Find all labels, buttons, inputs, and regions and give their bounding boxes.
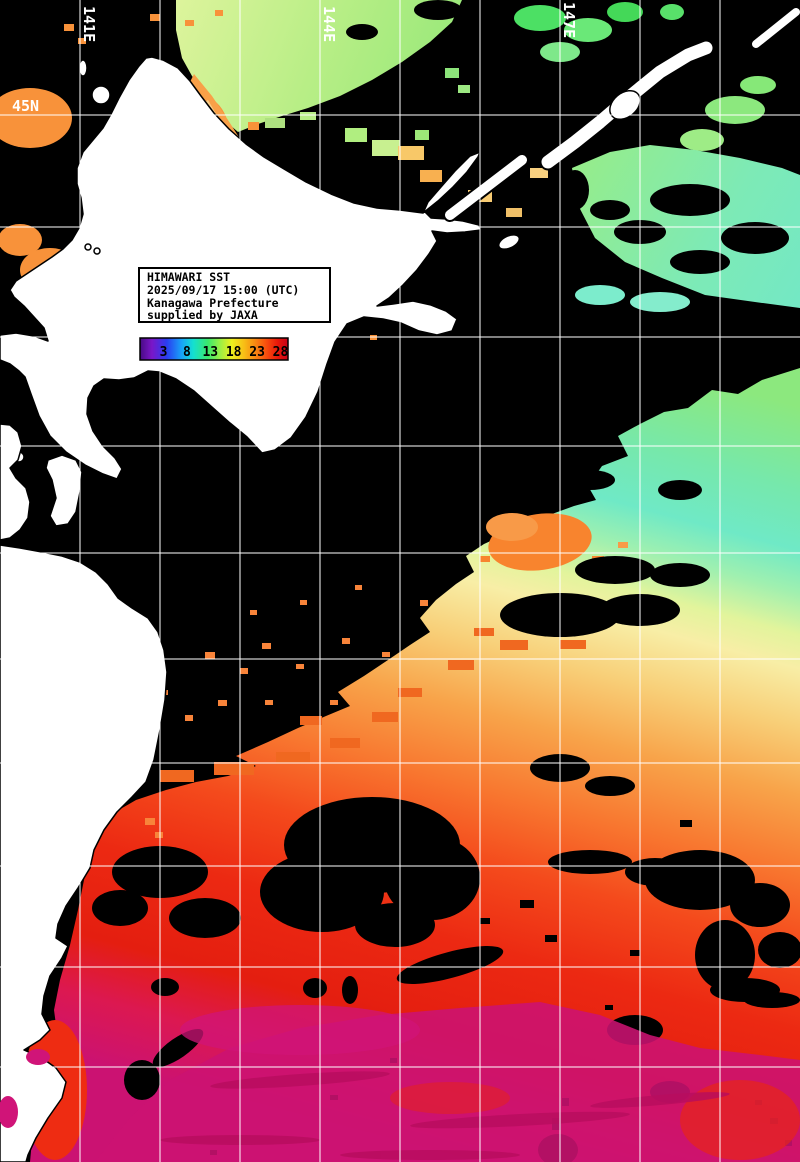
colorbar-tick-label: 28 xyxy=(273,345,289,360)
longitude-label: 144E xyxy=(320,6,338,42)
colorbar-tick-label: 18 xyxy=(226,345,242,360)
land-honshu-shimokita xyxy=(45,454,83,527)
colorbar-tick-label: 8 xyxy=(183,345,191,360)
island-rebun xyxy=(78,59,88,77)
bay-warm-spot xyxy=(0,1096,18,1128)
info-line-datetime: 2025/09/17 15:00 (UTC) xyxy=(147,283,299,297)
info-line-product: HIMAWARI SST xyxy=(147,270,230,284)
land-honshu xyxy=(0,544,168,1162)
colorbar-tick-label: 13 xyxy=(202,345,218,360)
info-line-supplier: supplied by JAXA xyxy=(147,308,258,322)
colorbar: 3 8 13 18 23 28 xyxy=(139,337,289,361)
bay-warm-spot xyxy=(26,1049,50,1065)
island-teuri xyxy=(84,243,92,251)
land-honshu-tsugaru xyxy=(0,423,31,541)
colorbar-ticks: 3 8 13 18 23 28 xyxy=(160,345,289,360)
info-line-attribution: Kanagawa Prefecture xyxy=(147,296,279,310)
longitude-label: 147E xyxy=(560,2,578,38)
latitude-label: 45N xyxy=(12,97,39,115)
colorbar-gradient xyxy=(139,337,289,361)
graticule-labels: 141E 144E 147E 45N xyxy=(12,2,578,115)
longitude-label: 141E xyxy=(80,6,98,42)
island-rishiri xyxy=(91,85,111,105)
island-yagishiri xyxy=(93,247,101,255)
island-shikotan xyxy=(497,234,521,250)
colorbar-tick-label: 3 xyxy=(160,345,168,360)
info-box: HIMAWARI SST 2025/09/17 15:00 (UTC) Kana… xyxy=(138,267,331,323)
colorbar-tick-label: 23 xyxy=(249,345,265,360)
